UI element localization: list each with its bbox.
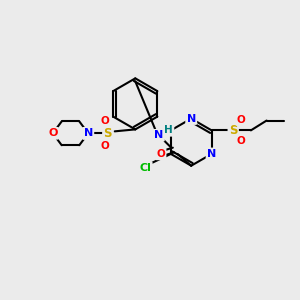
Text: H: H (164, 125, 173, 135)
Text: S: S (229, 124, 238, 137)
Text: N: N (83, 128, 93, 138)
Text: N: N (83, 128, 93, 138)
Text: O: O (237, 136, 245, 146)
Text: Cl: Cl (140, 163, 151, 173)
Text: O: O (48, 128, 58, 138)
Text: O: O (100, 141, 109, 151)
Text: N: N (187, 114, 196, 124)
Text: O: O (156, 149, 165, 159)
Text: N: N (207, 149, 216, 159)
Text: O: O (100, 116, 109, 126)
Text: N: N (154, 130, 164, 140)
Text: S: S (103, 127, 112, 140)
Text: O: O (237, 115, 245, 124)
